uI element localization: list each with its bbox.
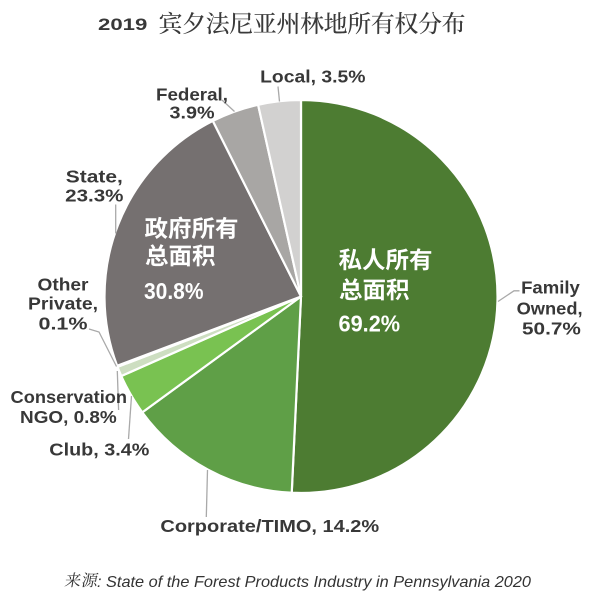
svg-text:30.8%: 30.8% xyxy=(144,278,204,304)
svg-text:Owned,: Owned, xyxy=(517,299,583,319)
svg-text:2019: 2019 xyxy=(98,16,147,34)
svg-text:23.3%: 23.3% xyxy=(65,186,124,206)
svg-text:50.7%: 50.7% xyxy=(522,319,581,339)
svg-text:Local, 3.5%: Local, 3.5% xyxy=(260,67,366,87)
svg-text:Corporate/TIMO, 14.2%: Corporate/TIMO, 14.2% xyxy=(160,516,379,536)
svg-text:Conservation: Conservation xyxy=(11,387,127,407)
svg-text:State,: State, xyxy=(66,166,123,186)
svg-text:: State of the Forest Products: : State of the Forest Products Industry … xyxy=(97,574,531,591)
svg-text:Private,: Private, xyxy=(28,293,98,313)
svg-text:0.1%: 0.1% xyxy=(39,313,88,333)
svg-text:Other: Other xyxy=(38,274,89,294)
svg-text:NGO, 0.8%: NGO, 0.8% xyxy=(20,407,117,427)
svg-text:Club, 3.4%: Club, 3.4% xyxy=(49,439,149,459)
svg-text:69.2%: 69.2% xyxy=(339,311,401,337)
svg-text:Family: Family xyxy=(521,278,580,298)
svg-text:Federal,: Federal, xyxy=(156,85,228,105)
svg-text:3.9%: 3.9% xyxy=(170,103,215,123)
